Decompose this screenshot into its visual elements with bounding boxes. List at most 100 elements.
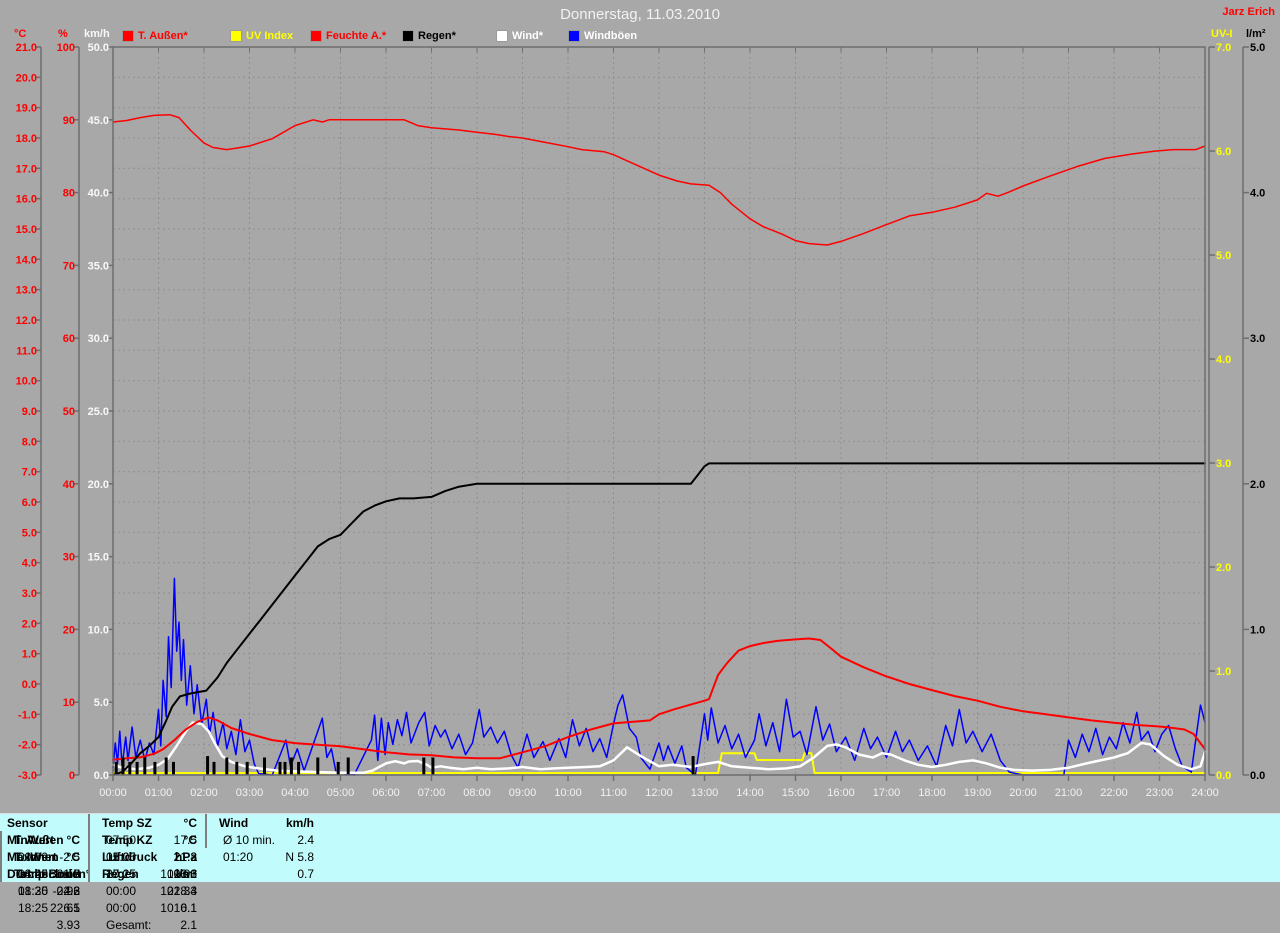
axis-unit-lm2: l/m² [1246, 28, 1266, 40]
table-group-header: T. Innen °C [14, 849, 80, 864]
axis-tick-label: 14:00 [736, 787, 764, 799]
axis-tick-label: 90 [63, 115, 75, 127]
axis-tick-label: 20:00 [1009, 787, 1037, 799]
axis-tick-label: 0.0 [94, 770, 109, 782]
axis-tick-label: 5.0 [1250, 42, 1265, 54]
axis-tick-label: 30 [63, 552, 75, 564]
axis-tick-label: 8.0 [22, 436, 37, 448]
rain-interval-bar [164, 757, 168, 775]
legend-item-feuchte-a-: Feuchte A.* [310, 29, 386, 43]
rain-interval-bar [245, 761, 249, 775]
rain-interval-bar [212, 761, 216, 775]
axis-tick-label: 18.0 [16, 133, 37, 145]
table-group-header: Regen l/m² [102, 866, 197, 881]
axis-tick-label: 70 [63, 260, 75, 272]
rain-interval-bar [691, 756, 695, 775]
axis-tick-label: 6.0 [1216, 146, 1231, 158]
legend-item-windb-en: Windböen [568, 29, 637, 43]
table-column: Temp KZ °C 15:00 21.2 20:25 23.3 22.34 [88, 831, 205, 898]
axis-unit-celsius: °C [14, 28, 27, 40]
axis-tick-label: 15.0 [16, 224, 37, 236]
table-cell: 20:25 23.3 [106, 866, 197, 881]
axis-tick-label: 7.0 [22, 467, 37, 479]
axis-tick-label: 5.0 [1216, 250, 1231, 262]
axis-tick-label: 10:00 [554, 787, 582, 799]
table-column [205, 831, 322, 848]
rain-interval-bar [172, 761, 175, 775]
rain-interval-bar [206, 756, 210, 775]
rain-interval-bar [316, 757, 320, 775]
table-group-header: Luftdruck hPa [102, 849, 197, 864]
axis-tick-label: 21:00 [1055, 787, 1083, 799]
axis-tick-label: 45.0 [88, 115, 109, 127]
axis-tick-label: -2.0 [18, 740, 37, 752]
table-cell: 07:50 17.5 [106, 832, 197, 847]
axis-tick-label: 4.0 [22, 558, 37, 570]
table-column: T. Innen °C 04:20 21.7 18:35 24.6 22.65 [0, 848, 88, 915]
table-cell: 17:15 1006.6 [106, 866, 197, 881]
table-column: Regen l/m² 00:00 0.1 Gesamt: 2.1 [88, 865, 205, 932]
axis-tick-label: 35.0 [88, 260, 109, 272]
axis-tick-label: -3.0 [18, 770, 37, 782]
axis-tick-label: 0.0 [1216, 770, 1231, 782]
axis-tick-label: 18:00 [918, 787, 946, 799]
axis-unit-kmh: km/h [84, 28, 110, 40]
axis-tick-label: 19:00 [964, 787, 992, 799]
axis-tick-label: 10.0 [88, 624, 109, 636]
axis-tick-label: 5.0 [94, 697, 109, 709]
legend-label: Wind* [512, 30, 544, 42]
axis-tick-label: 22:00 [1100, 787, 1128, 799]
rain-interval-bar [153, 761, 157, 775]
axis-tick-label: 100 [57, 42, 75, 54]
legend-label: Windböen [584, 30, 638, 42]
rain-interval-bar [283, 761, 287, 775]
axis-tick-label: 12.0 [16, 315, 37, 327]
legend-swatch [122, 30, 134, 42]
rain-interval-bar [235, 761, 239, 775]
page-title: Donnerstag, 11.03.2010 [560, 6, 720, 23]
chart-legend: T. Außen* UV Index Feuchte A.* Regen* Wind* W… [0, 29, 1280, 43]
table-row-label: Durchschnitt [7, 866, 82, 881]
axis-tick-label: 10 [63, 697, 75, 709]
table-column: Temp Boden°C 01:202.2 18:256.1 3.93 [0, 865, 88, 932]
axis-tick-label: 17:00 [873, 787, 901, 799]
axis-tick-label: 19.0 [16, 103, 37, 115]
table-group-header: T. Außen °C [14, 832, 80, 847]
legend-swatch [230, 30, 242, 42]
table-group-header: Temp KZ °C [102, 832, 197, 847]
series-regen-kumuliert [112, 462, 1206, 776]
axis-tick-label: 0 [69, 770, 75, 782]
axis-tick-label: 2.0 [22, 618, 37, 630]
rain-interval-bar [135, 761, 139, 775]
axis-tick-label: 4.0 [1216, 354, 1231, 366]
axis-tick-label: 1.0 [22, 649, 37, 661]
axis-tick-label: 10.0 [16, 376, 37, 388]
legend-item-wind-: Wind* [496, 29, 543, 43]
axis-tick-label: 15:00 [782, 787, 810, 799]
table-cell: 19.91 [166, 866, 197, 881]
table-cell [90, 882, 205, 899]
legend-label: Feuchte A.* [326, 30, 387, 42]
rain-interval-bar [143, 757, 147, 775]
table-cell: Gesamt: 2.1 [106, 917, 197, 932]
axis-tick-label: 2.0 [1216, 562, 1231, 574]
rain-interval-bar [128, 761, 132, 775]
axis-tick-label: 50 [63, 406, 75, 418]
axis-unit-uvi: UV-I [1211, 28, 1233, 40]
axis-tick-label: 30.0 [88, 333, 109, 345]
axis-tick-label: 13.0 [16, 285, 37, 297]
table-column: Sensor MinWert MaxWert Durchschnitt [0, 814, 88, 881]
table-column: Temp SZ °C 07:50 17.5 01:05 21.3 19.91 [88, 814, 205, 881]
sensor-stats-table: Sensor MinWert MaxWert Durchschnitt T. Außen… [0, 813, 1280, 932]
legend-swatch [402, 30, 414, 42]
table-cell: 3.93 [56, 917, 80, 932]
legend-label: UV Index [246, 30, 294, 42]
watermark-author: Jarz Erich [1222, 6, 1275, 18]
table-cell: 01:05 21.3 [106, 849, 197, 864]
rain-interval-bar [225, 757, 229, 775]
axis-tick-label: 01:00 [145, 787, 173, 799]
axis-tick-label: 0.0 [1250, 770, 1265, 782]
axis-tick-label: 04:00 [281, 787, 309, 799]
axis-tick-label: 16:00 [827, 787, 855, 799]
axis-tick-label: 1.0 [1216, 666, 1231, 678]
